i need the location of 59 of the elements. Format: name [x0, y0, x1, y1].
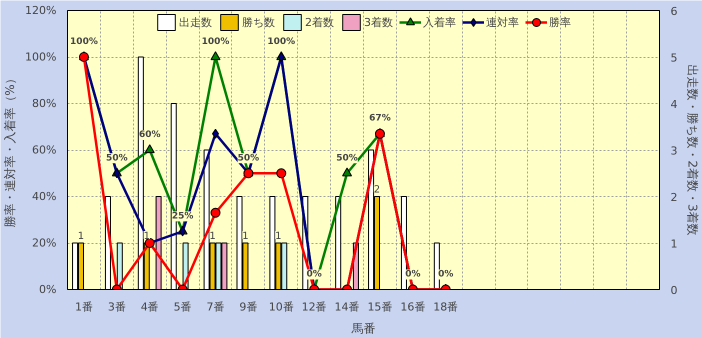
y-axis-title: 勝率・連対率・入着率（%） — [3, 72, 18, 228]
y2-tick-label: 0 — [670, 284, 678, 297]
legend-label: 勝ち数 — [242, 14, 275, 30]
y2-tick-label: 4 — [670, 98, 678, 111]
legend-label: 勝率 — [549, 14, 571, 30]
y-tick-label: 20% — [32, 236, 57, 250]
x-tick-label: 9番 — [239, 300, 258, 314]
x-tick-label: 3番 — [108, 300, 126, 314]
y2-axis-title: 出走数・勝ち数・2着数・3着数 — [686, 64, 700, 236]
x-tick-label: 7番 — [206, 300, 224, 314]
data-label: 100% — [267, 37, 296, 47]
point — [342, 168, 352, 176]
data-label: 1 — [144, 231, 150, 242]
y2-tick-label: 5 — [670, 52, 678, 64]
data-label: 1 — [209, 231, 216, 242]
x-tick-label: 18番 — [433, 300, 458, 314]
point — [210, 208, 220, 218]
data-label: 50% — [238, 153, 260, 164]
x-tick-label: 10番 — [268, 300, 294, 314]
point — [144, 144, 155, 154]
data-label: 50% — [106, 153, 128, 164]
data-label: 100% — [202, 37, 230, 47]
legend-label: 連対率 — [486, 14, 519, 30]
data-label: 0% — [405, 270, 420, 280]
point — [276, 168, 286, 178]
x-axis-title: 馬番 — [350, 322, 376, 336]
y-tick-label: 100% — [25, 50, 57, 64]
data-label: 1 — [275, 231, 282, 242]
y2-tick-label: 2 — [670, 191, 678, 204]
legend-label: 入着率 — [423, 14, 456, 30]
x-tick-label: 15番 — [367, 300, 392, 314]
data-label: 2 — [374, 184, 380, 196]
data-label: 1 — [242, 231, 249, 242]
data-label: 100% — [70, 37, 98, 47]
data-label: 60% — [138, 130, 160, 140]
point — [210, 51, 220, 60]
data-label: 0% — [438, 270, 454, 280]
y-tick-label: 0% — [39, 283, 56, 296]
y2-tick-label: 3 — [670, 144, 678, 158]
x-tick-label: 1番 — [74, 300, 93, 314]
x-tick-label: 16番 — [400, 300, 426, 314]
x-tick-label: 5番 — [174, 300, 192, 314]
y-tick-label: 120% — [25, 4, 57, 17]
legend-label: 出走数 — [179, 14, 212, 30]
data-label: 0% — [306, 270, 322, 280]
x-tick-label: 4番 — [140, 300, 159, 314]
data-label: 50% — [336, 153, 358, 164]
data-label: 1 — [78, 231, 84, 242]
legend-label: 2着数 — [305, 14, 334, 30]
y2-tick-label: 1 — [670, 238, 678, 250]
x-tick-label: 12番 — [302, 300, 327, 314]
data-label: 25% — [172, 211, 194, 222]
y2-tick-label: 6 — [670, 5, 678, 18]
y-tick-label: 40% — [32, 190, 57, 203]
y-tick-label: 60% — [32, 144, 57, 156]
legend-label: 3着数 — [364, 14, 393, 30]
y-tick-label: 80% — [32, 97, 57, 110]
x-tick-label: 14番 — [334, 300, 360, 314]
data-label: 67% — [369, 114, 391, 124]
